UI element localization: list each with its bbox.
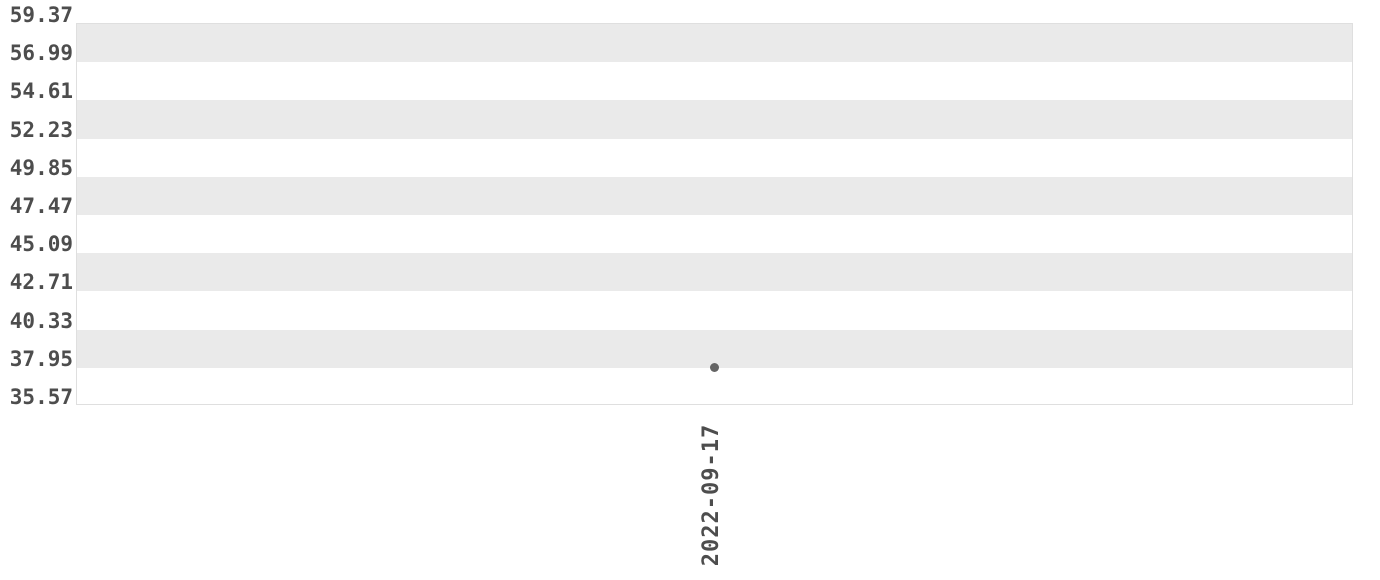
y-axis-tick-label: 47.47 <box>9 194 73 218</box>
grid-band <box>77 138 1352 177</box>
grid-band <box>77 253 1352 292</box>
y-axis-tick-label: 37.95 <box>9 346 73 371</box>
plot-area <box>76 23 1353 405</box>
grid-band <box>77 24 1352 63</box>
grid-band <box>77 100 1352 139</box>
y-axis-tick-label: 35.57 <box>9 385 73 409</box>
y-axis-tick-label: 42.71 <box>9 270 73 295</box>
data-point[interactable] <box>710 363 719 373</box>
y-axis-tick-label: 59.37 <box>9 3 73 27</box>
grid-band <box>77 62 1352 101</box>
y-axis-tick-label: 49.85 <box>9 155 73 180</box>
grid-band <box>77 329 1352 368</box>
grid-band <box>77 367 1352 404</box>
y-axis-tick-label: 54.61 <box>9 79 73 104</box>
y-axis-tick-label: 56.99 <box>9 41 73 66</box>
grid-band <box>77 291 1352 330</box>
y-axis-tick-label: 45.09 <box>9 232 73 257</box>
y-axis-tick-label: 40.33 <box>9 308 73 333</box>
y-axis-tick-label: 52.23 <box>9 117 73 142</box>
grid-band <box>77 176 1352 215</box>
x-axis-tick-label: 2022-09-17 <box>699 423 724 567</box>
grid-band <box>77 215 1352 254</box>
